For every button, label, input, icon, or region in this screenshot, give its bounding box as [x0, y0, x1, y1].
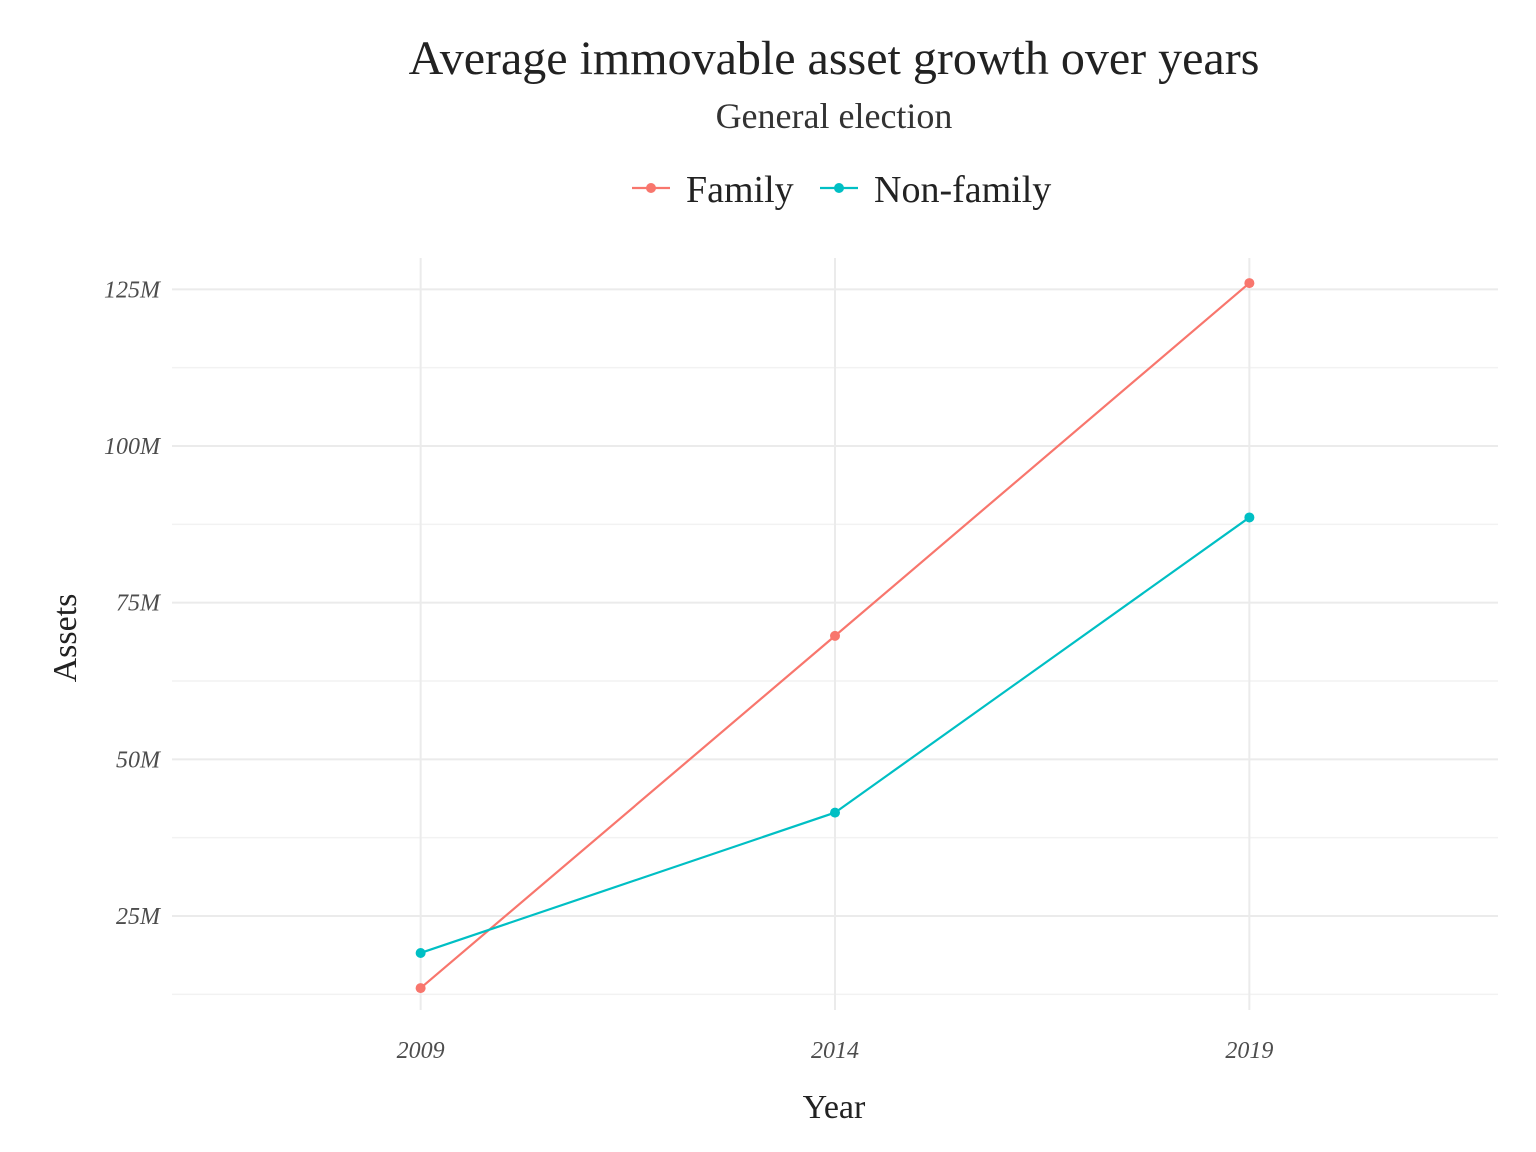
x-tick-label: 2019	[1225, 1038, 1273, 1064]
chart-title: Average immovable asset growth over year…	[409, 32, 1260, 85]
y-tick-label: 100M	[104, 434, 162, 460]
y-tick-label: 50M	[116, 747, 162, 773]
chart-subtitle: General election	[716, 96, 953, 136]
x-axis-title: Year	[803, 1089, 866, 1126]
legend-label: Non-family	[874, 169, 1051, 211]
y-tick-label: 25M	[116, 904, 162, 930]
data-point	[415, 983, 426, 994]
y-tick-label: 75M	[116, 591, 162, 617]
x-tick-label: 2014	[811, 1038, 859, 1064]
data-point	[415, 947, 426, 958]
data-point	[830, 630, 840, 641]
legend: Family Non-family	[632, 169, 1051, 211]
data-point	[1244, 512, 1255, 523]
legend-item-non-family: Non-family	[820, 169, 1051, 211]
legend-label: Family	[686, 169, 794, 211]
y-axis-ticks: 25M 50M 75M 100M 125M	[104, 277, 162, 930]
legend-key-point	[834, 183, 844, 193]
y-tick-label: 125M	[104, 277, 162, 303]
data-point	[830, 807, 840, 818]
series-group	[415, 278, 1255, 994]
x-tick-label: 2009	[397, 1038, 445, 1064]
legend-item-family: Family	[632, 169, 794, 211]
legend-key-point	[646, 183, 656, 193]
y-axis-title: Assets	[47, 594, 84, 683]
data-point	[1244, 278, 1255, 289]
x-axis-ticks: 2009 2014 2019	[397, 1038, 1274, 1064]
